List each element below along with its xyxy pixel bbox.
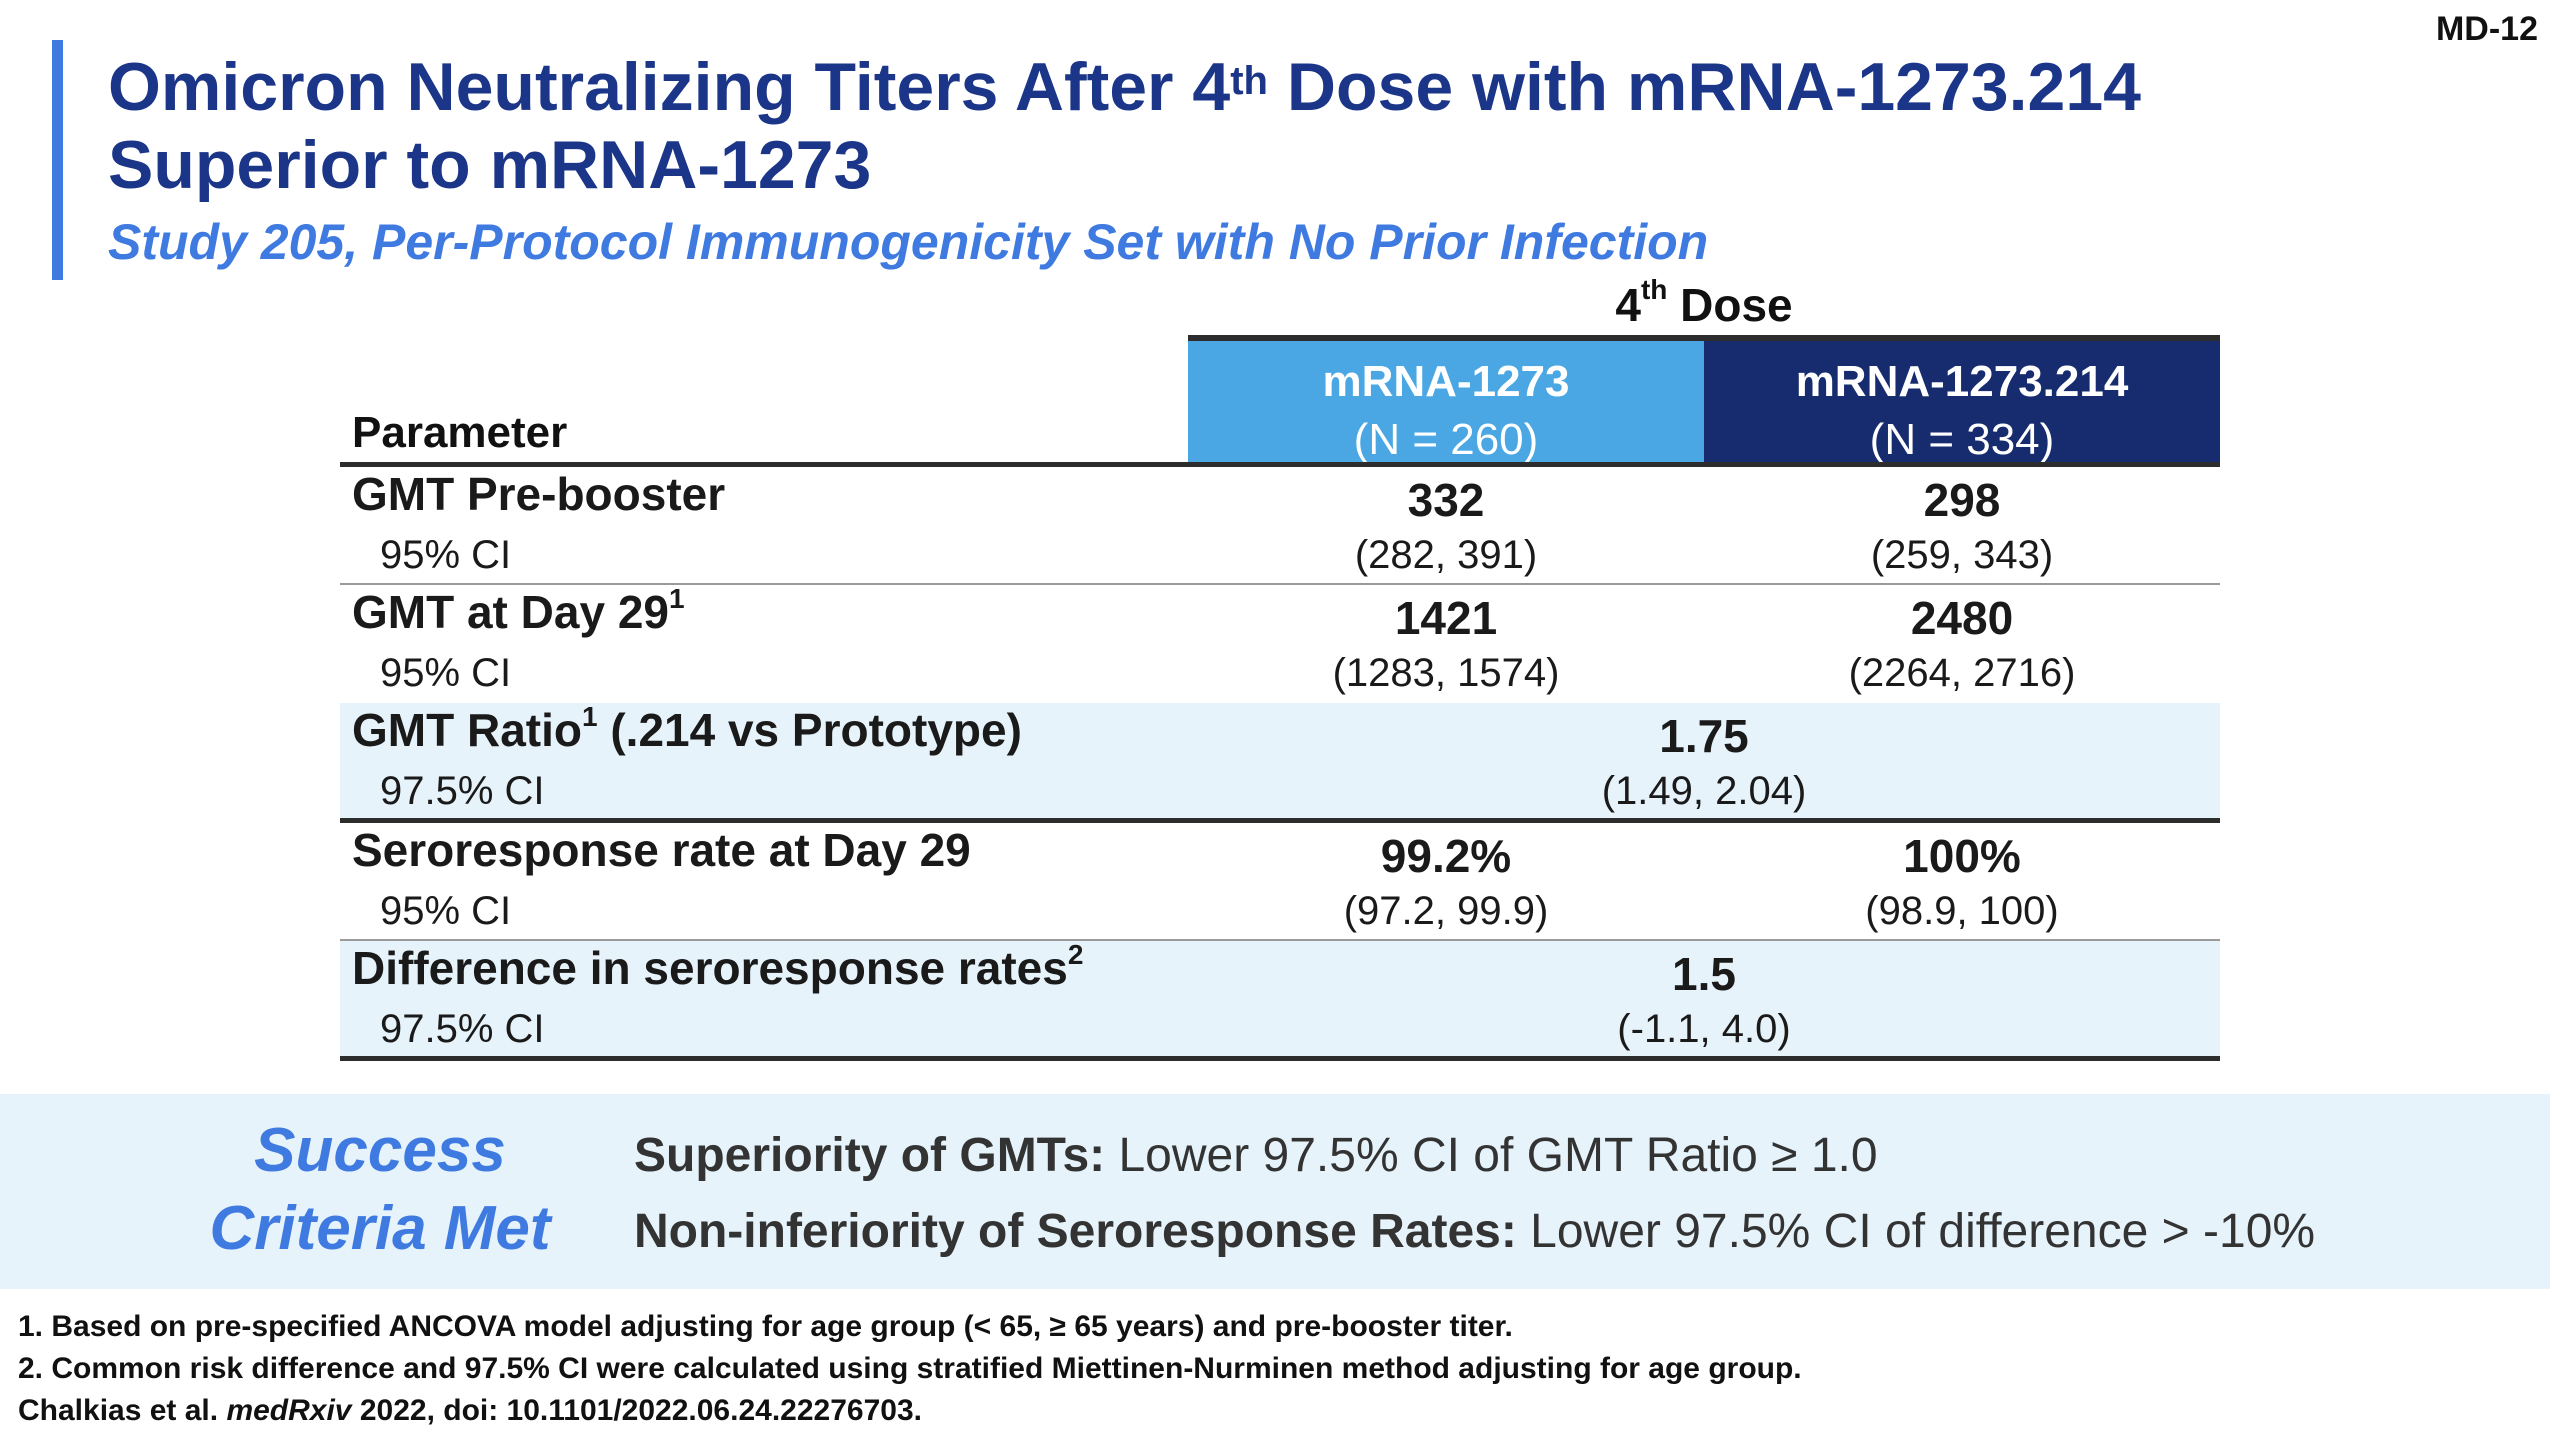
dose-header-pre: 4 bbox=[1615, 279, 1641, 331]
table-row-seroresponse-rate: Seroresponse rate at Day 29 95% CI 99.2%… bbox=[340, 823, 2220, 941]
success-title-line2: Criteria Met bbox=[209, 1194, 551, 1263]
column-a-n: (N = 260) bbox=[1353, 415, 1539, 464]
row-value-b: 2480 bbox=[1910, 592, 2014, 644]
footnote-2: 2. Common risk difference and 97.5% CI w… bbox=[18, 1352, 1802, 1385]
table-row-gmt-ratio: GMT Ratio1 (.214 vs Prototype) 97.5% CI … bbox=[340, 701, 2220, 823]
row-label: GMT Ratio1 (.214 vs Prototype) bbox=[352, 701, 1022, 756]
column-header-mrna-1273-214: mRNA-1273.214 (N = 334) bbox=[1704, 335, 2220, 464]
parameter-header: Parameter bbox=[352, 408, 568, 457]
dose-header: 4th Dose bbox=[1188, 274, 2220, 332]
criterion-non-inferiority: Non-inferiority of Seroresponse Rates: L… bbox=[634, 1204, 2315, 1259]
row-ci-a: (97.2, 99.9) bbox=[1343, 889, 1549, 933]
criterion-label: Superiority of GMTs: bbox=[634, 1129, 1106, 1182]
title-line1-post: Dose with mRNA-1273.214 bbox=[1268, 49, 2141, 125]
row-ci-combined: (-1.1, 4.0) bbox=[1617, 1007, 1791, 1051]
citation: Chalkias et al. medRxiv 2022, doi: 10.11… bbox=[18, 1394, 922, 1427]
table-row-gmt-pre-booster: GMT Pre-booster 95% CI 332 (282, 391) 29… bbox=[340, 467, 2220, 585]
table-row-gmt-day-29: GMT at Day 291 95% CI 1421 (1283, 1574) … bbox=[340, 583, 2220, 703]
row-label: GMT Pre-booster bbox=[352, 468, 726, 520]
success-criteria-band: Success Criteria Met Superiority of GMTs… bbox=[0, 1094, 2550, 1289]
title-line2: Superior to mRNA-1273 bbox=[108, 127, 872, 203]
criterion-label: Non-inferiority of Seroresponse Rates: bbox=[634, 1205, 1517, 1258]
criterion-superiority: Superiority of GMTs: Lower 97.5% CI of G… bbox=[634, 1128, 1878, 1183]
column-a-name: mRNA-1273 bbox=[1322, 357, 1570, 406]
row-ci-a: (282, 391) bbox=[1354, 533, 1538, 577]
row-ci-b: (2264, 2716) bbox=[1848, 651, 2076, 695]
row-value-combined: 1.75 bbox=[1659, 710, 1749, 762]
row-label: Seroresponse rate at Day 29 bbox=[352, 824, 971, 876]
row-value-a: 1421 bbox=[1394, 592, 1498, 644]
success-criteria-title: Success Criteria Met bbox=[150, 1112, 610, 1268]
row-ci-b: (98.9, 100) bbox=[1865, 889, 2059, 933]
table-header-divider bbox=[340, 462, 2220, 467]
row-label: GMT at Day 291 bbox=[352, 583, 685, 638]
table-row-seroresponse-difference: Difference in seroresponse rates2 97.5% … bbox=[340, 939, 2220, 1061]
row-ci-b: (259, 343) bbox=[1870, 533, 2054, 577]
dose-header-post: Dose bbox=[1667, 279, 1793, 331]
row-sublabel: 97.5% CI bbox=[380, 769, 545, 813]
row-sublabel: 95% CI bbox=[380, 889, 512, 933]
row-label: Difference in seroresponse rates2 bbox=[352, 939, 1084, 994]
footnote-1: 1. Based on pre-specified ANCOVA model a… bbox=[18, 1310, 1513, 1343]
criterion-text: Lower 97.5% CI of GMT Ratio ≥ 1.0 bbox=[1105, 1129, 1878, 1182]
row-value-combined: 1.5 bbox=[1672, 948, 1736, 1000]
title-line1-sup: th bbox=[1230, 59, 1268, 103]
title-line1-pre: Omicron Neutralizing Titers After 4 bbox=[108, 49, 1231, 125]
row-value-a: 332 bbox=[1407, 474, 1485, 526]
title-accent-bar bbox=[52, 40, 63, 280]
column-header-mrna-1273: mRNA-1273 (N = 260) bbox=[1188, 335, 1704, 464]
row-value-b: 298 bbox=[1923, 474, 2001, 526]
page-subtitle: Study 205, Per-Protocol Immunogenicity S… bbox=[108, 214, 1709, 270]
dose-header-sup: th bbox=[1640, 274, 1668, 305]
page-title: Omicron Neutralizing Titers After 4th Do… bbox=[108, 48, 2408, 204]
row-ci-a: (1283, 1574) bbox=[1332, 651, 1560, 695]
slide-id: MD-12 bbox=[2435, 10, 2538, 48]
row-sublabel: 97.5% CI bbox=[380, 1007, 545, 1051]
footnotes: 1. Based on pre-specified ANCOVA model a… bbox=[18, 1306, 1802, 1430]
column-b-n: (N = 334) bbox=[1869, 415, 2055, 464]
row-ci-combined: (1.49, 2.04) bbox=[1601, 769, 1807, 813]
column-b-name: mRNA-1273.214 bbox=[1795, 357, 2129, 406]
row-sublabel: 95% CI bbox=[380, 533, 512, 577]
success-title-line1: Success bbox=[254, 1116, 506, 1185]
row-value-a: 99.2% bbox=[1380, 830, 1512, 882]
row-value-b: 100% bbox=[1903, 830, 2021, 882]
row-sublabel: 95% CI bbox=[380, 651, 512, 695]
criterion-text: Lower 97.5% CI of difference > -10% bbox=[1516, 1205, 2316, 1258]
